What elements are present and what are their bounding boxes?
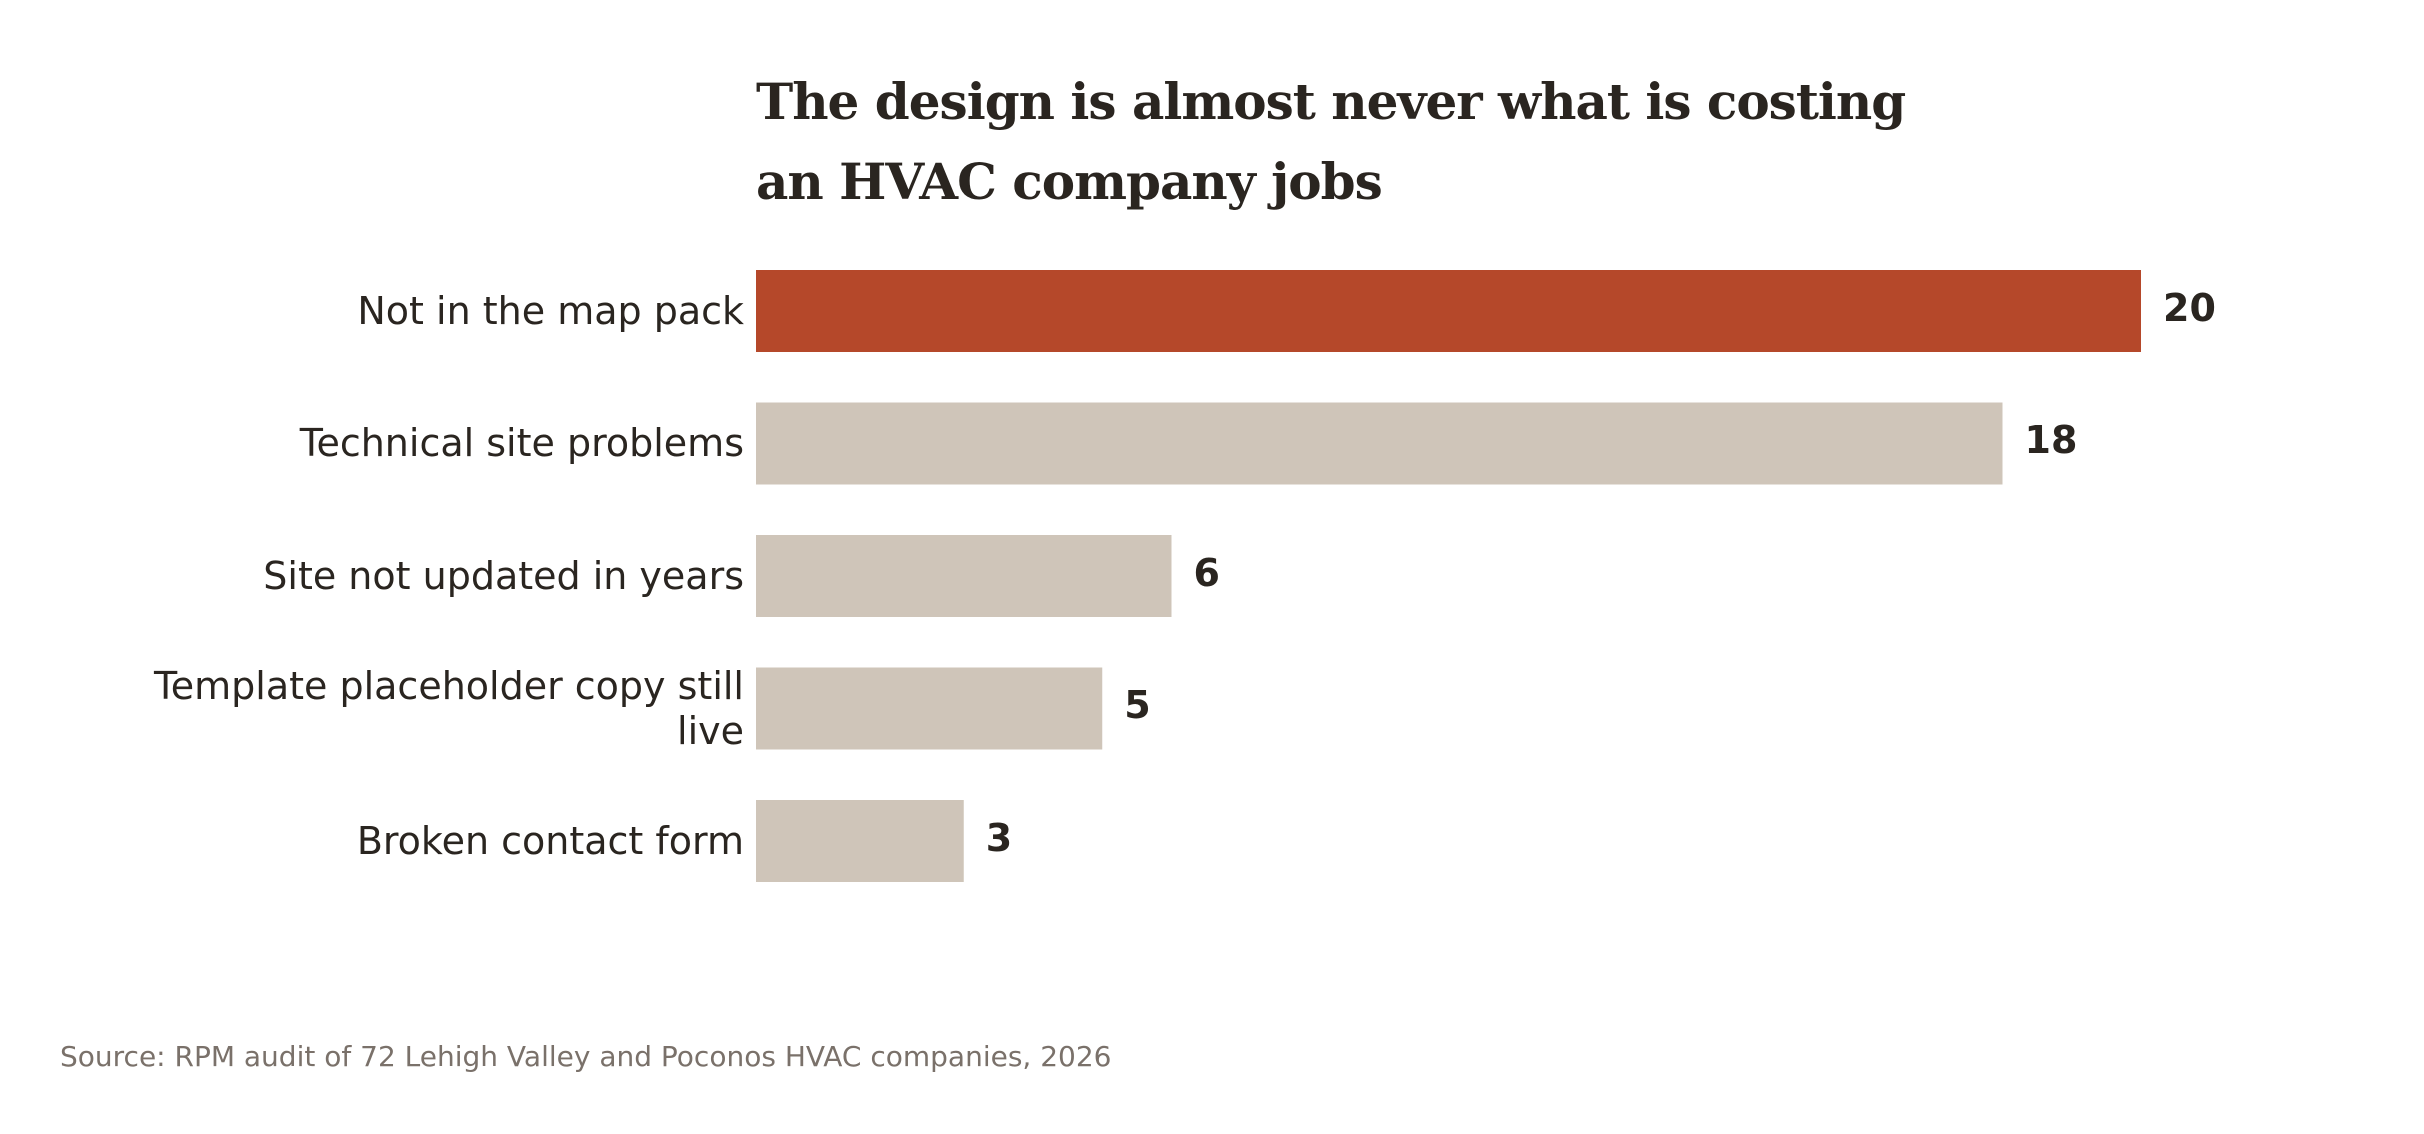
category-label: Site not updated in years — [263, 553, 744, 598]
value-label: 5 — [1124, 683, 1151, 727]
bar — [756, 402, 2003, 485]
category-label: Broken contact form — [356, 818, 744, 863]
value-label: 18 — [2024, 418, 2078, 462]
value-label: 20 — [2163, 285, 2216, 330]
bar — [756, 800, 964, 882]
value-label: 3 — [985, 815, 1013, 860]
value-label: 6 — [1193, 550, 1220, 595]
category-label: Template placeholder copy still live — [153, 663, 744, 753]
category-label: Not in the map pack — [357, 288, 744, 333]
chart-title: The design is almost never what is costi… — [756, 72, 1906, 211]
category-label: Technical site problems — [299, 421, 744, 465]
bar — [756, 270, 2141, 352]
bar — [756, 535, 1172, 617]
bar — [756, 667, 1103, 750]
source-note: Source: RPM audit of 72 Lehigh Valley an… — [60, 1040, 1112, 1073]
